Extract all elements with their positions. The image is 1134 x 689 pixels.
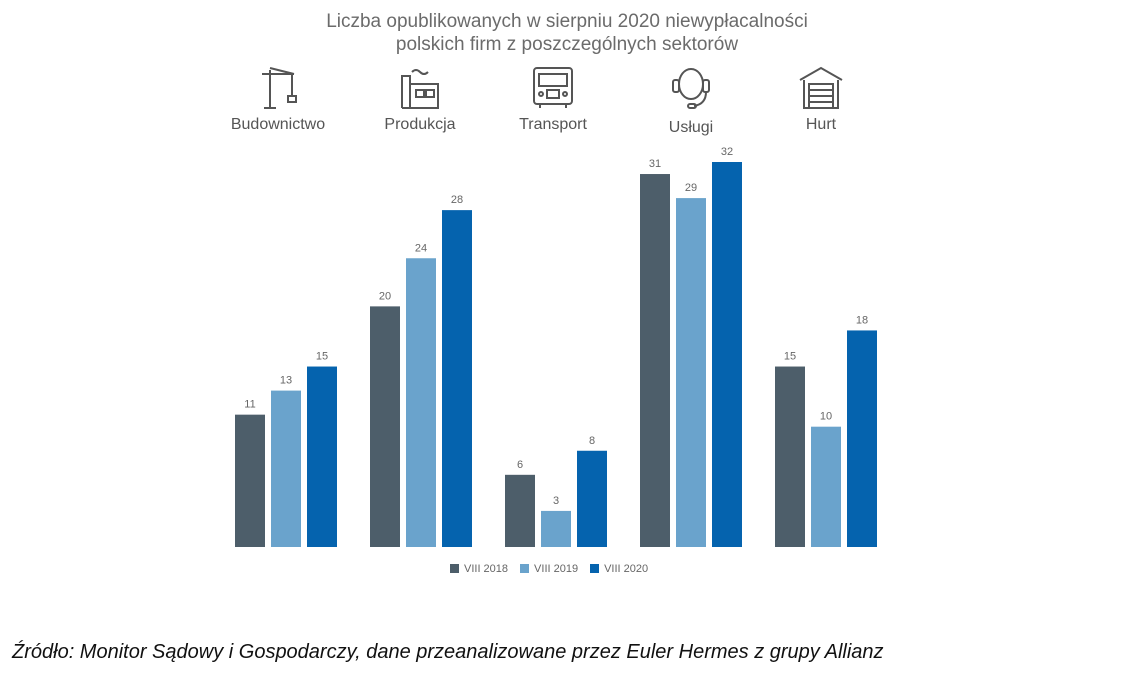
bar <box>442 210 472 547</box>
bar <box>370 306 400 547</box>
legend-item-2018: VIII 2018 <box>450 563 508 575</box>
bar <box>271 390 301 547</box>
category-label-produkcja: Produkcja <box>384 116 456 133</box>
data-label: 18 <box>856 314 868 326</box>
data-label: 15 <box>784 351 796 363</box>
data-label: 28 <box>451 194 463 206</box>
headset-icon <box>672 68 710 109</box>
bar <box>235 414 265 547</box>
bar <box>505 474 535 547</box>
category-label-budownictwo: Budownictwo <box>230 116 326 133</box>
category-label-hurt: Hurt <box>805 116 837 133</box>
legend-label: VIII 2018 <box>464 563 509 575</box>
bar <box>307 366 337 547</box>
legend-item-2020: VIII 2020 <box>590 563 648 575</box>
warehouse-icon <box>799 66 843 109</box>
legend-swatch <box>590 564 600 573</box>
data-label: 8 <box>589 435 595 447</box>
data-label: 24 <box>415 242 427 254</box>
data-label: 11 <box>244 399 255 411</box>
bar <box>712 162 742 547</box>
data-label: 31 <box>649 158 661 170</box>
legend-label: VIII 2020 <box>604 563 649 575</box>
legend-label: VIII 2019 <box>534 563 579 575</box>
chart-title-line-1: Liczba opublikowanych w sierpniu 2020 ni… <box>326 11 808 32</box>
data-label: 6 <box>517 459 523 471</box>
data-label: 32 <box>721 146 733 158</box>
legend-swatch <box>520 564 530 573</box>
data-label: 10 <box>820 411 832 423</box>
category-label-uslugi: Usługi <box>668 119 714 136</box>
category-label-transport: Transport <box>519 116 587 133</box>
bar <box>541 510 571 547</box>
legend-item-2019: VIII 2019 <box>520 563 578 575</box>
bar <box>775 366 805 547</box>
bar <box>676 198 706 547</box>
legend: VIII 2018 VIII 2019 VIII 2020 <box>450 563 648 575</box>
bar <box>406 258 436 547</box>
data-label: 3 <box>553 495 559 507</box>
bar <box>640 174 670 547</box>
data-label: 20 <box>379 290 391 302</box>
bar <box>811 426 841 547</box>
legend-swatch <box>450 564 459 573</box>
data-label: 29 <box>685 182 697 194</box>
data-label: 13 <box>280 375 292 387</box>
chart-title-line-2: polskich firm z poszczególnych sektorów <box>395 34 739 55</box>
crane-icon <box>262 67 297 109</box>
source-note: Źródło: Monitor Sądowy i Gospodarczy, da… <box>12 641 884 663</box>
bar <box>577 450 607 547</box>
factory-icon <box>401 69 439 109</box>
data-label: 15 <box>316 351 328 363</box>
bar <box>847 330 877 547</box>
truck-icon <box>533 67 573 108</box>
